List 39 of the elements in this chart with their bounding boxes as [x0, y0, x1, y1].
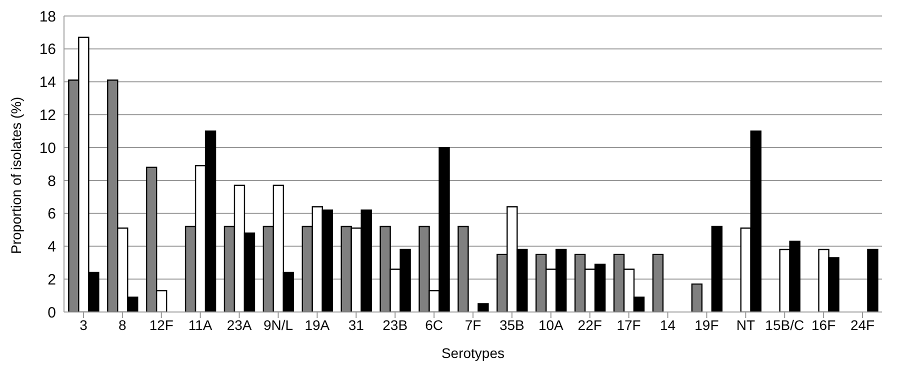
- bar: [652, 254, 664, 312]
- bar: [867, 248, 878, 312]
- x-tick-label: 12F: [149, 316, 174, 333]
- bar: [711, 226, 723, 312]
- x-tick-label: 10A: [538, 316, 564, 333]
- x-tick-label: 23B: [382, 316, 408, 333]
- x-tick-label: 22F: [578, 316, 602, 333]
- x-axis-title: Serotypes: [441, 345, 505, 361]
- bar: [458, 226, 469, 312]
- x-tick-label: 9N/L: [263, 316, 294, 333]
- bar: [691, 283, 703, 312]
- y-tick-label: 0: [48, 304, 56, 322]
- y-axis-title: Proportion of isolates (%): [8, 96, 24, 254]
- x-tick-label: 6C: [425, 316, 443, 333]
- x-tick-label: 19F: [694, 316, 719, 333]
- x-tick-label: 31: [348, 316, 364, 333]
- x-tick-label: 24F: [850, 316, 875, 333]
- x-tick-label: 35B: [499, 316, 524, 333]
- x-tick-label: 16F: [812, 316, 836, 333]
- y-tick-label: 10: [39, 140, 56, 157]
- x-tick-label: NT: [736, 316, 756, 333]
- y-tick-label: 2: [48, 271, 56, 288]
- y-tick-label: 14: [39, 74, 56, 92]
- y-tick-label: 18: [39, 8, 56, 26]
- y-tick-label: 6: [48, 206, 56, 223]
- x-tick-label: 7F: [464, 316, 482, 333]
- y-tick-label: 8: [48, 172, 56, 190]
- bar: [478, 303, 489, 312]
- x-tick-label: 14: [660, 316, 676, 333]
- y-tick-label: 16: [39, 41, 56, 58]
- x-tick-label: 17F: [616, 316, 641, 333]
- y-tick-label: 12: [39, 106, 56, 124]
- x-tick-label: 3: [80, 316, 88, 333]
- x-tick-label: 19A: [304, 316, 330, 333]
- x-tick-label: 11A: [188, 316, 213, 333]
- y-tick-label: 4: [48, 238, 56, 256]
- x-tick-label: 15B/C: [765, 316, 804, 333]
- x-tick-label: 23A: [226, 316, 252, 333]
- x-tick-label: 8: [118, 316, 127, 333]
